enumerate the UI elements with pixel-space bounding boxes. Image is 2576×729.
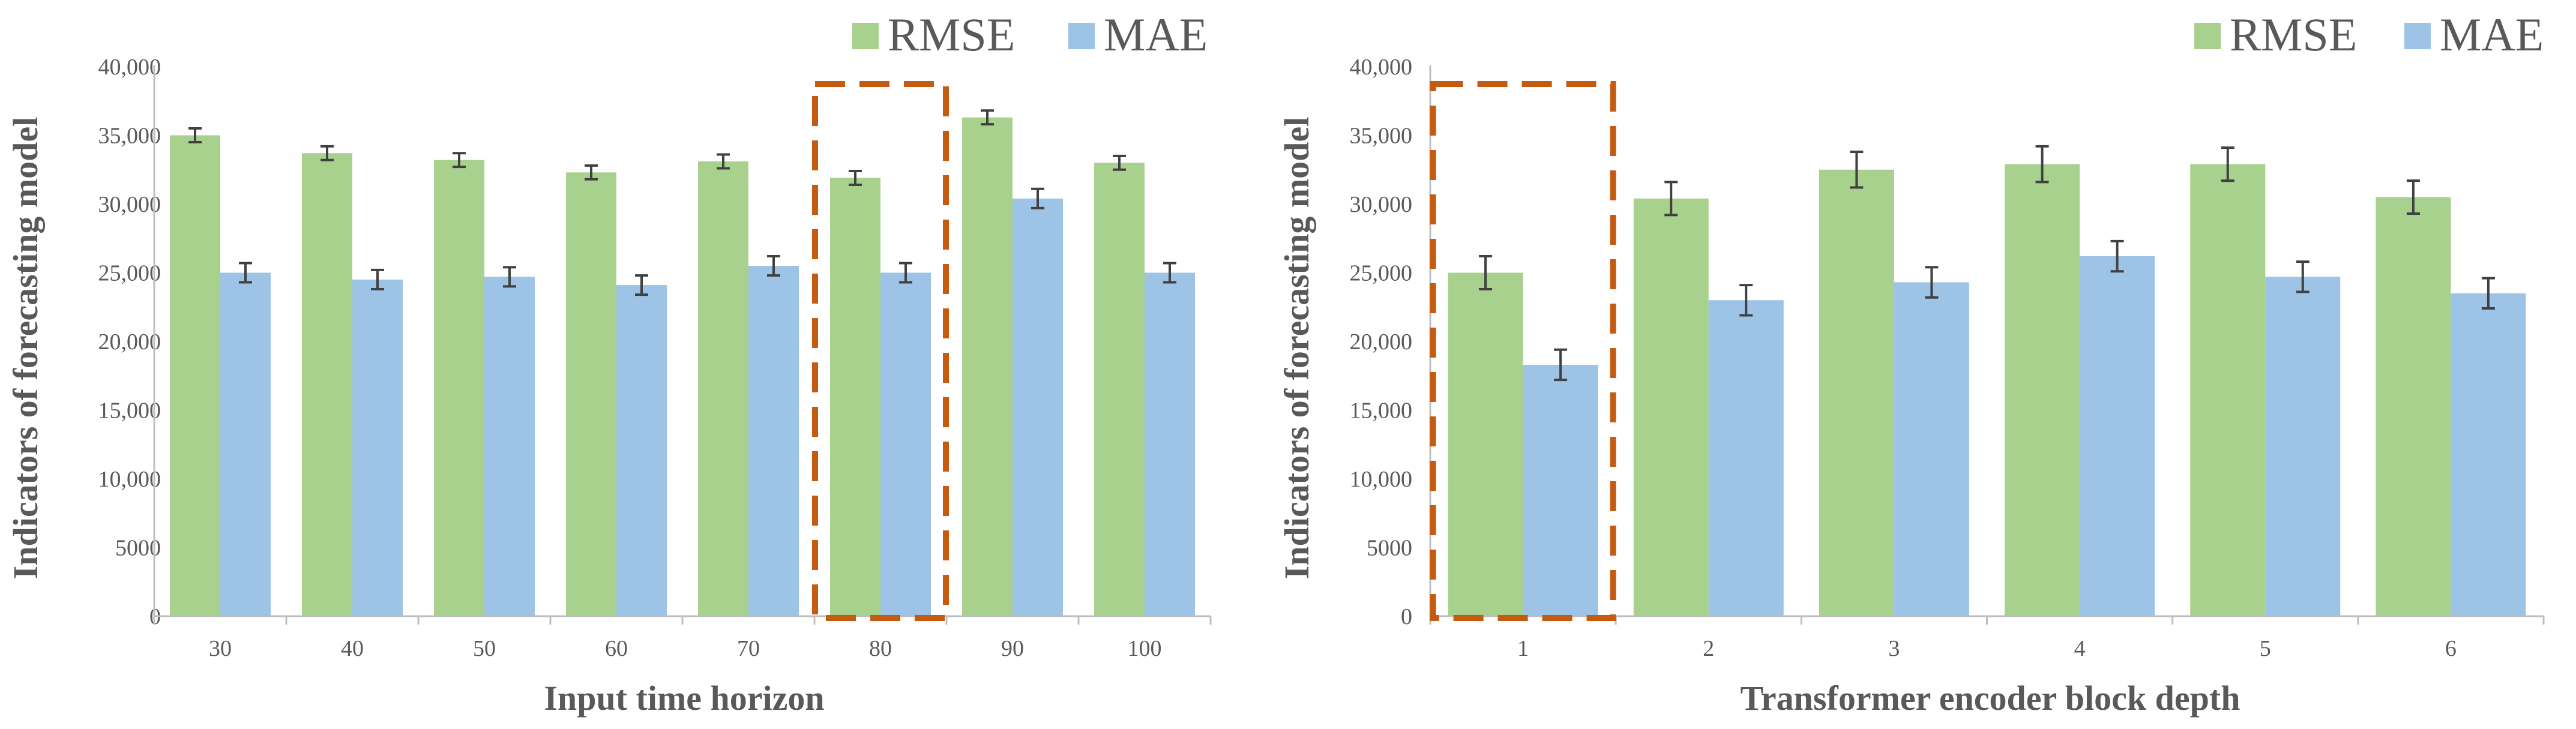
y-tick-label: 30,000 xyxy=(98,192,161,217)
y-tick-label: 5000 xyxy=(1367,536,1412,561)
legend-label-mae: MAE xyxy=(2440,8,2544,61)
x-tick-label: 6 xyxy=(2445,636,2457,661)
x-tick-label: 4 xyxy=(2074,636,2086,661)
y-tick-label: 35,000 xyxy=(98,124,161,149)
bar-mae xyxy=(1894,282,1969,616)
bar-rmse xyxy=(170,135,220,616)
bar-rmse xyxy=(566,172,616,617)
x-tick-label: 1 xyxy=(1517,636,1529,661)
y-tick-label: 15,000 xyxy=(98,398,161,424)
bar-mae xyxy=(616,285,667,616)
bar-rmse xyxy=(1819,169,1894,616)
x-tick-label: 3 xyxy=(1888,636,1900,661)
y-tick-label: 40,000 xyxy=(98,55,161,80)
bar-mae xyxy=(1013,198,1063,617)
x-tick-label: 40 xyxy=(341,636,364,661)
bar-rmse xyxy=(962,117,1013,617)
bar-rmse xyxy=(830,178,880,616)
bar-rmse xyxy=(302,153,352,616)
y-tick-label: 0 xyxy=(1401,604,1412,629)
y-tick-label: 40,000 xyxy=(1350,55,1413,80)
y-tick-label: 20,000 xyxy=(1350,329,1413,355)
x-tick-label: 90 xyxy=(1001,636,1024,661)
y-tick-label: 25,000 xyxy=(1350,261,1413,286)
bar-mae xyxy=(484,277,535,616)
legend-swatch-mae xyxy=(1068,23,1095,49)
y-tick-label: 10,000 xyxy=(1350,467,1413,492)
legend-swatch-mae xyxy=(2404,23,2431,49)
bar-rmse xyxy=(1094,163,1145,616)
bar-rmse xyxy=(434,160,484,617)
bar-mae xyxy=(220,272,271,616)
x-tick-label: 60 xyxy=(605,636,628,661)
highlight-box xyxy=(812,81,949,621)
x-tick-label: 5 xyxy=(2260,636,2271,661)
y-tick-label: 5000 xyxy=(115,536,161,561)
bar-mae xyxy=(748,266,799,616)
bar-mae xyxy=(1523,364,1598,616)
x-axis-title: Input time horizon xyxy=(544,679,824,718)
legend-swatch-rmse xyxy=(2194,23,2221,49)
y-tick-label: 25,000 xyxy=(98,261,161,286)
chart-input-time-horizon: 0500010,00015,00020,00025,00030,00035,00… xyxy=(6,8,1212,718)
bar-mae xyxy=(880,272,931,616)
y-axis-title: Indicators of forecasting model xyxy=(6,117,45,580)
x-axis-title: Transformer encoder block depth xyxy=(1741,679,2240,718)
legend-swatch-rmse xyxy=(852,23,879,49)
y-tick-label: 15,000 xyxy=(1350,398,1413,424)
y-tick-label: 30,000 xyxy=(1350,192,1413,217)
chart-encoder-block-depth: 0 5000 10,000 15,000 20,000 25,000 30,000 35,00… xyxy=(1277,8,2545,718)
legend-label-rmse: RMSE xyxy=(888,8,1015,61)
legend-label-mae: MAE xyxy=(1104,8,1208,61)
highlight-box xyxy=(1430,81,1616,621)
bar-mae xyxy=(2080,256,2155,616)
bar-mae xyxy=(2451,293,2526,617)
y-tick-label: 35,000 xyxy=(1350,124,1413,149)
x-tick-label: 70 xyxy=(737,636,760,661)
y-tick-label: 10,000 xyxy=(98,467,161,492)
bar-rmse xyxy=(698,161,748,616)
bar-rmse xyxy=(2376,197,2451,616)
bar-mae xyxy=(1708,300,1784,616)
bar-mae xyxy=(352,279,403,616)
x-tick-label: 100 xyxy=(1128,636,1162,661)
x-tick-label: 30 xyxy=(209,636,232,661)
bar-rmse xyxy=(2005,164,2080,617)
y-tick-label: 20,000 xyxy=(98,329,161,355)
x-tick-label: 80 xyxy=(869,636,892,661)
bar-mae xyxy=(2265,277,2341,616)
x-tick-label: 2 xyxy=(1703,636,1714,661)
legend-label-rmse: RMSE xyxy=(2230,8,2357,61)
bar-mae xyxy=(1145,272,1195,616)
y-axis-title: Indicators of forecasting model xyxy=(1277,117,1316,580)
bar-rmse xyxy=(1448,272,1523,616)
x-tick-label: 50 xyxy=(473,636,496,661)
bar-rmse xyxy=(2190,164,2266,617)
bar-rmse xyxy=(1633,198,1709,617)
